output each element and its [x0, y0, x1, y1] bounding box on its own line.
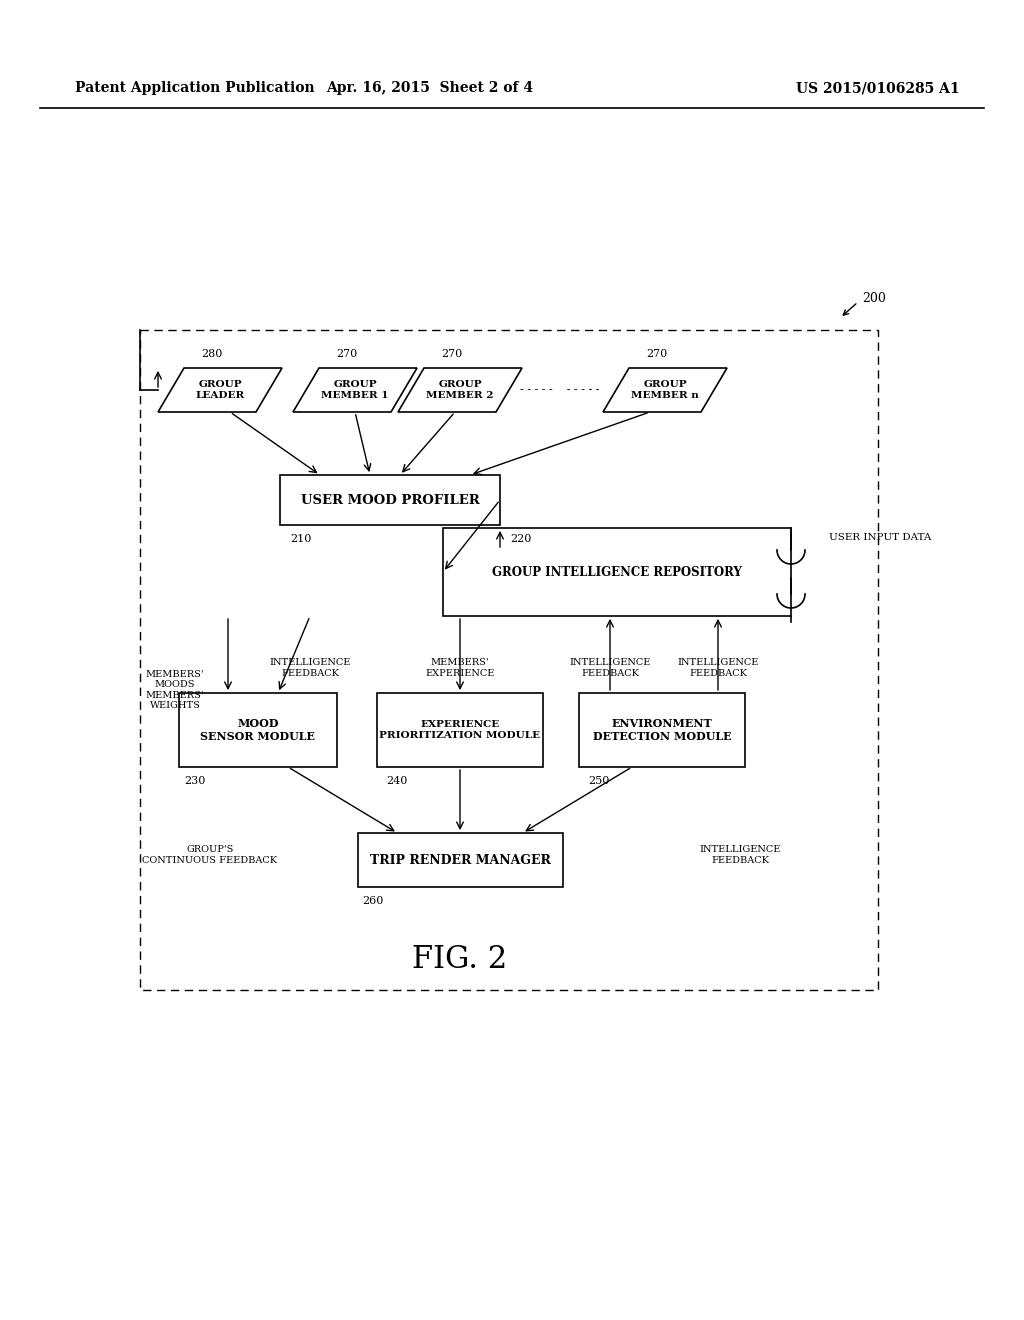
- Text: 260: 260: [362, 896, 384, 906]
- Text: EXPERIENCE
PRIORITIZATION MODULE: EXPERIENCE PRIORITIZATION MODULE: [380, 721, 541, 739]
- Text: 250: 250: [588, 776, 609, 785]
- Text: 230: 230: [184, 776, 206, 785]
- Polygon shape: [158, 368, 282, 412]
- Text: 220: 220: [510, 535, 531, 544]
- Text: 240: 240: [386, 776, 408, 785]
- Bar: [280, 475, 500, 525]
- Text: TRIP RENDER MANAGER: TRIP RENDER MANAGER: [370, 854, 551, 866]
- Text: 210: 210: [290, 535, 311, 544]
- Text: ENVIRONMENT
DETECTION MODULE: ENVIRONMENT DETECTION MODULE: [593, 718, 731, 742]
- Text: 280: 280: [202, 348, 222, 359]
- Text: GROUP
MEMBER 2: GROUP MEMBER 2: [426, 380, 494, 400]
- Polygon shape: [603, 368, 727, 412]
- Text: MOOD
SENSOR MODULE: MOOD SENSOR MODULE: [201, 718, 315, 742]
- Text: 270: 270: [646, 348, 668, 359]
- Bar: [579, 693, 745, 767]
- Polygon shape: [293, 368, 417, 412]
- Text: Apr. 16, 2015  Sheet 2 of 4: Apr. 16, 2015 Sheet 2 of 4: [327, 81, 534, 95]
- Text: 270: 270: [441, 348, 463, 359]
- Text: USER INPUT DATA: USER INPUT DATA: [829, 533, 932, 543]
- Text: USER MOOD PROFILER: USER MOOD PROFILER: [301, 494, 479, 507]
- Text: FIG. 2: FIG. 2: [413, 945, 508, 975]
- Text: GROUP
LEADER: GROUP LEADER: [196, 380, 245, 400]
- Text: - - - - -    - - - - -: - - - - - - - - - -: [520, 385, 600, 395]
- Bar: [179, 693, 337, 767]
- Text: GROUP INTELLIGENCE REPOSITORY: GROUP INTELLIGENCE REPOSITORY: [493, 565, 742, 578]
- Text: GROUP'S
CONTINUOUS FEEDBACK: GROUP'S CONTINUOUS FEEDBACK: [142, 845, 278, 865]
- Text: INTELLIGENCE
FEEDBACK: INTELLIGENCE FEEDBACK: [569, 659, 650, 677]
- Text: GROUP
MEMBER 1: GROUP MEMBER 1: [322, 380, 389, 400]
- Text: INTELLIGENCE
FEEDBACK: INTELLIGENCE FEEDBACK: [699, 845, 780, 865]
- Polygon shape: [398, 368, 522, 412]
- Text: MEMBERS'
EXPERIENCE: MEMBERS' EXPERIENCE: [425, 659, 495, 677]
- Text: MEMBERS'
MOODS
MEMBERS'
WEIGHTS: MEMBERS' MOODS MEMBERS' WEIGHTS: [145, 671, 205, 710]
- Bar: [377, 693, 543, 767]
- Text: INTELLIGENCE
FEEDBACK: INTELLIGENCE FEEDBACK: [269, 659, 350, 677]
- Text: INTELLIGENCE
FEEDBACK: INTELLIGENCE FEEDBACK: [677, 659, 759, 677]
- Text: GROUP
MEMBER n: GROUP MEMBER n: [631, 380, 698, 400]
- Text: US 2015/0106285 A1: US 2015/0106285 A1: [797, 81, 961, 95]
- Bar: [140, 330, 878, 990]
- Text: 270: 270: [336, 348, 357, 359]
- Text: Patent Application Publication: Patent Application Publication: [75, 81, 314, 95]
- Text: 200: 200: [862, 292, 886, 305]
- Bar: [357, 833, 562, 887]
- Bar: [443, 528, 791, 616]
